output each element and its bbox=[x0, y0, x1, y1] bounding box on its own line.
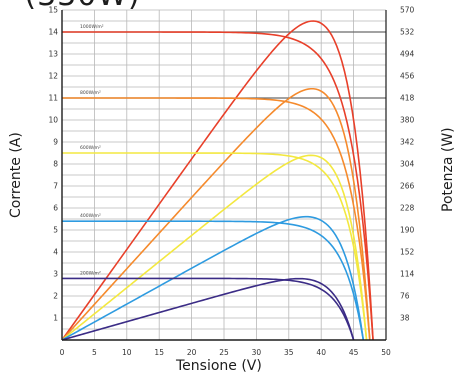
y-left-tick-label: 9 bbox=[53, 138, 58, 147]
pv-curve-800 bbox=[61, 87, 371, 341]
x-tick-label: 15 bbox=[154, 348, 164, 357]
x-tick-label: 5 bbox=[92, 348, 97, 357]
y-right-tick-label: 190 bbox=[400, 226, 415, 235]
y-right-tick-label: 494 bbox=[400, 50, 415, 59]
pv-curve-400 bbox=[61, 215, 365, 341]
x-tick-label: 20 bbox=[187, 348, 197, 357]
curve-label-400: 400W/m² bbox=[80, 213, 101, 219]
y-left-tick-label: 12 bbox=[48, 72, 58, 81]
pv-curve-600 bbox=[61, 154, 368, 341]
y-right-tick-label: 380 bbox=[400, 116, 415, 125]
y-left-tick-label: 14 bbox=[48, 28, 58, 37]
y-left-tick-label: 8 bbox=[53, 160, 58, 169]
x-tick-label: 25 bbox=[219, 348, 229, 357]
pv-curve-1000 bbox=[61, 20, 374, 341]
y-left-tick-label: 7 bbox=[53, 182, 58, 191]
y-left-tick-label: 4 bbox=[53, 248, 58, 257]
y-right-tick-label: 304 bbox=[400, 160, 415, 169]
y-right-tick-label: 152 bbox=[400, 248, 415, 257]
iv-curve-800 bbox=[62, 97, 371, 341]
curve-label-600: 600W/m² bbox=[80, 145, 101, 151]
curve-label-800: 800W/m² bbox=[80, 90, 101, 96]
x-tick-label: 0 bbox=[60, 348, 65, 357]
y-right-tick-label: 266 bbox=[400, 182, 415, 191]
y-right-tick-label: 418 bbox=[400, 94, 415, 103]
iv-curve-1000 bbox=[62, 31, 374, 341]
y-left-tick-label: 5 bbox=[53, 226, 58, 235]
y-left-tick-label: 10 bbox=[48, 116, 58, 125]
tick-labels: 0 5 10 15 20 25 30 35 40 45 5012345678910111213141… bbox=[48, 6, 414, 358]
x-axis-label: Tensione (V) bbox=[176, 358, 262, 374]
curve-label-1000: 1000W/m² bbox=[80, 24, 104, 30]
y-right-tick-label: 456 bbox=[400, 72, 415, 81]
y-left-tick-label: 13 bbox=[48, 50, 58, 59]
x-tick-label: 10 bbox=[122, 348, 132, 357]
y-left-tick-label: 3 bbox=[53, 270, 58, 279]
axes bbox=[61, 10, 387, 341]
y-right-tick-label: 114 bbox=[400, 270, 415, 279]
y-right-tick-label: 570 bbox=[400, 6, 415, 15]
y-right-tick-label: 342 bbox=[400, 138, 415, 147]
pv-curve-200 bbox=[61, 277, 355, 341]
y-right-tick-label: 76 bbox=[400, 292, 410, 301]
x-tick-label: 30 bbox=[252, 348, 262, 357]
curve-label-200: 200W/m² bbox=[80, 270, 101, 276]
x-tick-label: 35 bbox=[284, 348, 294, 357]
y-left-tick-label: 15 bbox=[48, 6, 58, 15]
y-left-tick-label: 2 bbox=[53, 292, 58, 301]
curve-labels: 1000W/m² 800W/m² 600W/m² 400W/m² 200W/m² bbox=[80, 24, 104, 276]
iv-curve-400 bbox=[62, 220, 365, 341]
curves bbox=[61, 20, 374, 341]
iv-curve-200 bbox=[62, 277, 355, 341]
y-right-tick-label: 532 bbox=[400, 28, 415, 37]
iv-curve-600 bbox=[62, 152, 368, 341]
grid bbox=[61, 9, 387, 340]
y-left-tick-label: 1 bbox=[53, 314, 58, 323]
y-right-tick-label: 228 bbox=[400, 204, 415, 213]
x-tick-label: 50 bbox=[381, 348, 391, 357]
x-tick-label: 40 bbox=[316, 348, 326, 357]
y-left-tick-label: 6 bbox=[53, 204, 58, 213]
y-left-tick-label: 11 bbox=[48, 94, 58, 103]
y-right-tick-label: 38 bbox=[400, 314, 410, 323]
x-tick-label: 45 bbox=[349, 348, 359, 357]
